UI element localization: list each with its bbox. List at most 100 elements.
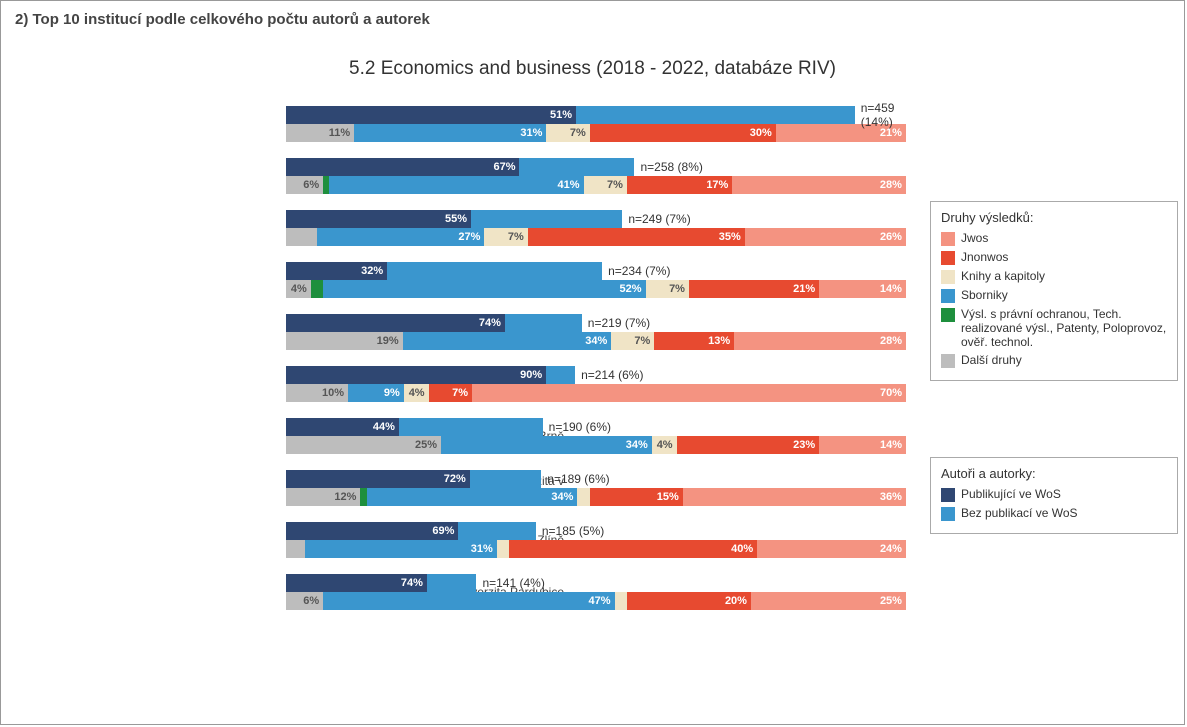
n-label: n=190 (6%) [549, 420, 611, 434]
institution-row: Vysoká škola báňská - Technická univerzi… [286, 158, 924, 194]
legend-label: Sborniky [961, 288, 1008, 302]
legend-swatch [941, 289, 955, 303]
nonwos-segment [505, 314, 582, 332]
legend-results: Druhy výsledků: Jwos Jnonwos Knihy a kapit… [930, 201, 1178, 381]
legend-results-title: Druhy výsledků: [941, 210, 1167, 225]
legend-swatch [941, 488, 955, 502]
nonwos-segment [458, 522, 535, 540]
segment-patenty [311, 280, 323, 298]
authors-bar: 72% n=189 (6%) [286, 470, 924, 488]
segment-knihy [497, 540, 509, 558]
institution-row: Vysoká škola ekonomická v Praze51%n=459 … [286, 106, 924, 142]
segment-sborniky: 9% [348, 384, 404, 402]
results-bar: 10%9%4%7%70% [286, 384, 906, 402]
legend-swatch [941, 308, 955, 322]
authors-bar: 74% n=219 (7%) [286, 314, 924, 332]
segment-knihy: 7% [611, 332, 654, 350]
segment-jwos: 24% [757, 540, 906, 558]
legend-authors: Autoři a autorky: Publikující ve WoS Bez … [930, 457, 1178, 534]
legend-swatch [941, 232, 955, 246]
segment-jnonwos: 7% [429, 384, 472, 402]
n-label: n=258 (8%) [640, 160, 702, 174]
nonwos-segment [427, 574, 477, 592]
legend-authors-title: Autoři a autorky: [941, 466, 1167, 481]
authors-bar: 51%n=459 (14%) [286, 106, 924, 124]
segment-jwos: 14% [819, 280, 906, 298]
institution-row: Vysoké učení technické v Brně44%n=190 (6… [286, 418, 924, 454]
segment-knihy: 7% [646, 280, 689, 298]
nonwos-segment [470, 470, 541, 488]
authors-bar: 32% n=234 (7%) [286, 262, 924, 280]
results-bar: 27%7%35%26% [286, 228, 906, 246]
legend-label: Jnonwos [961, 250, 1008, 264]
segment-jnonwos: 30% [590, 124, 776, 142]
segment-jnonwos: 23% [677, 436, 820, 454]
nonwos-segment [546, 366, 575, 384]
institution-row: Česká zemědělská univerzita v Praze72%n=… [286, 470, 924, 506]
authors-bar: 69%n=185 (5%) [286, 522, 924, 540]
segment-dalsi: 12% [286, 488, 360, 506]
segment-knihy: 4% [404, 384, 429, 402]
legend-item: Výsl. s právní ochranou, Tech. realizova… [941, 307, 1167, 349]
legend-label: Knihy a kapitoly [961, 269, 1045, 283]
segment-jwos: 25% [751, 592, 906, 610]
segment-jwos: 70% [472, 384, 906, 402]
nonwos-segment [387, 262, 602, 280]
segment-jwos: 26% [745, 228, 906, 246]
n-label: n=189 (6%) [547, 472, 609, 486]
legend-item: Jwos [941, 231, 1167, 246]
institution-row: Jihočeská univerzita v Českých Budějovic… [286, 262, 924, 298]
n-label: n=249 (7%) [628, 212, 690, 226]
segment-sborniky: 52% [323, 280, 645, 298]
wos-segment: 90% [286, 366, 546, 384]
authors-bar: 67% n=258 (8%) [286, 158, 924, 176]
wos-segment: 55% [286, 210, 471, 228]
segment-sborniky: 34% [441, 436, 652, 454]
segment-sborniky: 47% [323, 592, 614, 610]
segment-dalsi: 10% [286, 384, 348, 402]
segment-jnonwos: 20% [627, 592, 751, 610]
segment-sborniky: 41% [329, 176, 583, 194]
n-label: n=234 (7%) [608, 264, 670, 278]
segment-jnonwos: 21% [689, 280, 819, 298]
wos-segment: 74% [286, 314, 505, 332]
segment-jnonwos: 17% [627, 176, 732, 194]
authors-bar: 90% n=214 (6%) [286, 366, 924, 384]
legend-label: Publikující ve WoS [961, 487, 1061, 501]
segment-knihy [615, 592, 627, 610]
results-bar: 12%34%15%36% [286, 488, 906, 506]
segment-dalsi: 11% [286, 124, 354, 142]
n-label: n=185 (5%) [542, 524, 604, 538]
n-label: n=214 (6%) [581, 368, 643, 382]
segment-dalsi: 6% [286, 592, 323, 610]
legend-swatch [941, 270, 955, 284]
segment-jnonwos: 35% [528, 228, 745, 246]
segment-knihy: 4% [652, 436, 677, 454]
wos-segment: 32% [286, 262, 387, 280]
results-bar: 31%40%24% [286, 540, 906, 558]
authors-bar: 44%n=190 (6%) [286, 418, 924, 436]
nonwos-segment [471, 210, 622, 228]
segment-jwos: 14% [819, 436, 906, 454]
chart-title: 5.2 Economics and business (2018 - 2022,… [1, 58, 1184, 80]
segment-jnonwos: 15% [590, 488, 683, 506]
wos-segment: 74% [286, 574, 427, 592]
segment-dalsi [286, 228, 317, 246]
wos-segment: 72% [286, 470, 470, 488]
wos-segment: 67% [286, 158, 519, 176]
chart-frame: 2) Top 10 institucí podle celkového počt… [0, 0, 1185, 725]
legend-swatch [941, 251, 955, 265]
segment-sborniky: 31% [305, 540, 497, 558]
legend-label: Další druhy [961, 353, 1022, 367]
nonwos-segment [576, 106, 855, 124]
wos-segment: 51% [286, 106, 576, 124]
legend-item: Bez publikací ve WoS [941, 506, 1167, 521]
segment-dalsi [286, 540, 305, 558]
segment-jnonwos: 13% [654, 332, 734, 350]
legend-item: Sborniky [941, 288, 1167, 303]
segment-dalsi: 6% [286, 176, 323, 194]
institution-row: Univerzita Pardubice74%n=141 (4%)6%47%20… [286, 574, 924, 610]
n-label: n=459 (14%) [861, 101, 924, 129]
n-label: n=219 (7%) [588, 316, 650, 330]
section-title: 2) Top 10 institucí podle celkového počt… [1, 1, 1184, 34]
